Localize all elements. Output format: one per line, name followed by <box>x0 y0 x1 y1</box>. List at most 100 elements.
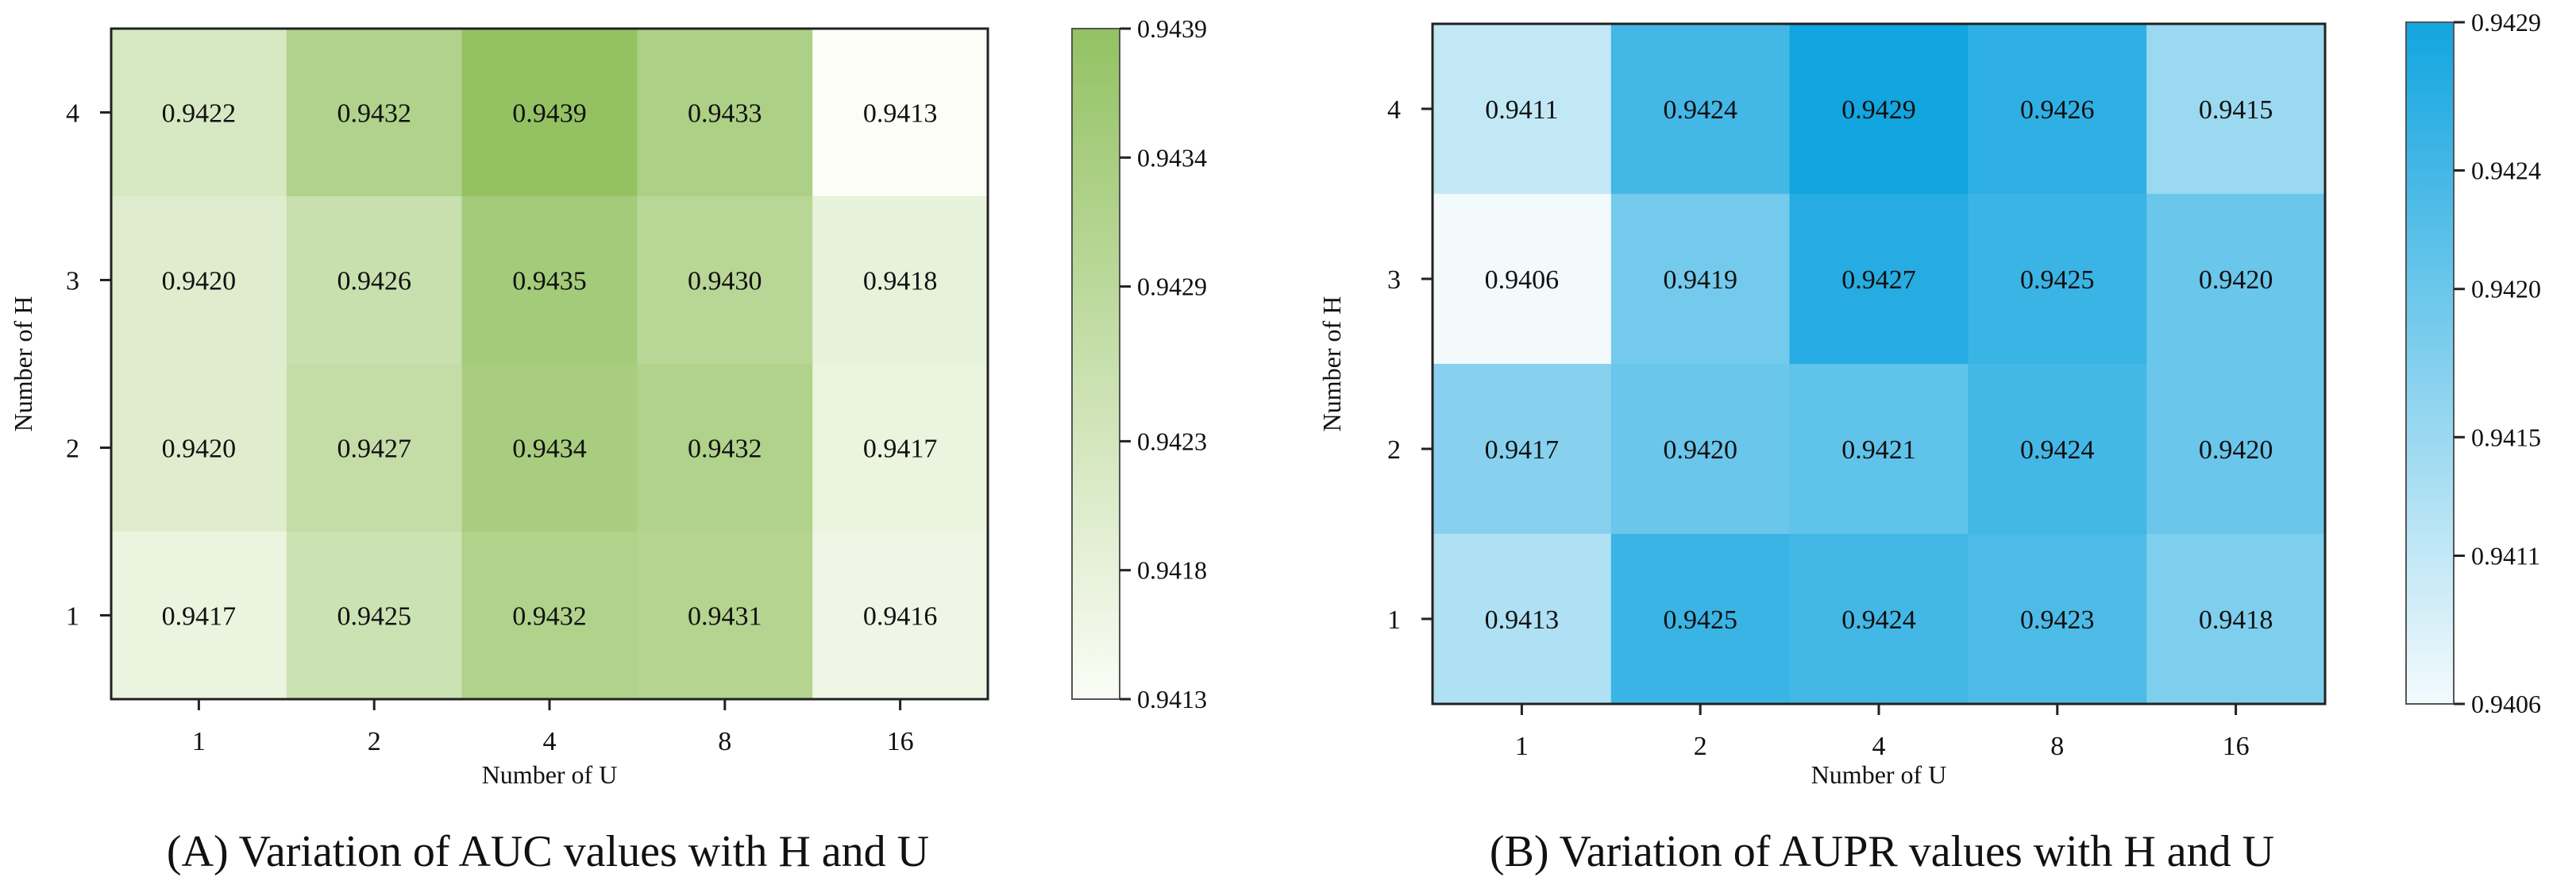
cell-value-label: 0.9435 <box>512 267 587 296</box>
panel-caption: (A) Variation of AUC values with H and U <box>167 827 929 876</box>
y-axis-title: Number of H <box>1317 296 1346 432</box>
cell-value-label: 0.9416 <box>863 602 938 632</box>
heatmap-cell <box>637 532 813 700</box>
heatmap-cell <box>461 196 638 365</box>
colorbar: 0.9429 0.9424 0.9420 0.9415 0.9411 0.9406 <box>2405 8 2541 718</box>
heatmap-cell <box>286 532 463 700</box>
heatmap-cell <box>1610 364 1791 535</box>
heatmap-cell <box>1968 534 2147 705</box>
x-tick-label: 1 <box>1515 732 1529 761</box>
cell-value-label: 0.9423 <box>2020 605 2095 635</box>
cell-value-label: 0.9425 <box>2020 265 2095 295</box>
y-tick-label: 2 <box>1387 435 1401 465</box>
heatmap-cell <box>637 196 813 365</box>
colorbar-tick-label: 0.9411 <box>2471 541 2540 570</box>
colorbar-gradient <box>1071 28 1120 700</box>
cell-value-label: 0.9427 <box>337 435 411 464</box>
colorbar-gradient <box>2405 21 2455 705</box>
x-tick-label: 8 <box>2050 732 2064 761</box>
heatmap-cell <box>1968 24 2147 195</box>
cell-value-label: 0.9411 <box>1485 95 1558 125</box>
auc-heatmap-panel: 0.9422 0.9432 0.9439 0.9433 0.9413 0.9420 0.94… <box>9 14 1207 876</box>
cell-value-label: 0.9433 <box>688 99 762 129</box>
heatmap-cell <box>2146 194 2326 365</box>
x-tick-label: 4 <box>1872 732 1886 761</box>
heatmap-cell <box>1610 194 1791 365</box>
heatmap-cell <box>286 364 463 532</box>
cell-value-label: 0.9418 <box>863 267 938 296</box>
y-tick-label: 1 <box>1387 605 1401 635</box>
heatmap-cell <box>812 196 989 365</box>
heatmap-cell <box>2146 24 2326 195</box>
heatmap-cell <box>1433 194 1612 365</box>
cell-value-label: 0.9417 <box>162 602 237 632</box>
cell-value-label: 0.9422 <box>162 99 237 129</box>
y-tick-label: 4 <box>66 99 79 129</box>
cell-value-label: 0.9420 <box>1663 435 1737 465</box>
x-tick-label: 2 <box>368 727 381 756</box>
heatmap-cell <box>111 364 287 532</box>
heatmap-cell <box>1433 364 1612 535</box>
heatmap-cell <box>812 532 989 700</box>
colorbar-tick-label: 0.9429 <box>1137 273 1207 301</box>
cell-value-label: 0.9418 <box>2199 605 2273 635</box>
cell-value-label: 0.9431 <box>688 602 762 632</box>
heatmap-cell <box>812 29 989 197</box>
cell-value-label: 0.9424 <box>2020 435 2095 465</box>
heatmap-cell <box>461 364 638 532</box>
cell-value-label: 0.9415 <box>2199 95 2273 125</box>
x-tick-label: 16 <box>887 727 914 756</box>
heatmap-cell <box>2146 534 2326 705</box>
heatmap-cell <box>1433 534 1612 705</box>
heatmap-cell <box>461 532 638 700</box>
x-tick-label: 2 <box>1694 732 1707 761</box>
heatmap-cell <box>111 532 287 700</box>
y-tick-label: 3 <box>66 267 79 296</box>
heatmap-cell <box>286 29 463 197</box>
cell-value-label: 0.9424 <box>1663 95 1737 125</box>
x-tick-label: 8 <box>718 727 731 756</box>
heatmap-cell <box>1968 194 2147 365</box>
cell-value-label: 0.9425 <box>1663 605 1737 635</box>
cell-value-label: 0.9430 <box>688 267 762 296</box>
cell-value-label: 0.9420 <box>2199 435 2273 465</box>
y-axis-title: Number of H <box>9 296 37 432</box>
heatmap-cell <box>637 29 813 197</box>
colorbar-tick-label: 0.9429 <box>2471 8 2541 37</box>
colorbar-tick-label: 0.9439 <box>1137 14 1207 43</box>
x-axis-title: Number of U <box>1811 760 1947 789</box>
cell-value-label: 0.9420 <box>162 267 237 296</box>
cell-value-label: 0.9432 <box>512 602 587 632</box>
colorbar-tick-label: 0.9434 <box>1137 143 1207 172</box>
cell-value-label: 0.9427 <box>1841 265 1916 295</box>
heatmap-cell <box>286 196 463 365</box>
cell-value-label: 0.9420 <box>2199 265 2273 295</box>
panel-caption: (B) Variation of AUPR values with H and … <box>1490 827 2274 876</box>
y-tick-label: 1 <box>66 602 79 632</box>
heatmap-cell <box>1610 534 1791 705</box>
cell-value-label: 0.9419 <box>1663 265 1737 295</box>
aupr-heatmap-panel: 0.9411 0.9424 0.9429 0.9426 0.9415 0.9406 0.94… <box>1317 8 2541 876</box>
colorbar-tick-label: 0.9406 <box>2471 690 2541 718</box>
heatmap-cell <box>1789 194 1969 365</box>
heatmap-cell <box>1789 24 1969 195</box>
cell-value-label: 0.9406 <box>1485 265 1560 295</box>
heatmap-cell <box>637 364 813 532</box>
cell-value-label: 0.9424 <box>1841 605 1916 635</box>
cell-value-label: 0.9421 <box>1841 435 1916 465</box>
cell-value-label: 0.9432 <box>688 435 762 464</box>
cell-value-label: 0.9426 <box>2020 95 2095 125</box>
heatmap-cell <box>111 29 287 197</box>
colorbar-tick-label: 0.9413 <box>1137 685 1207 713</box>
x-tick-label: 1 <box>192 727 206 756</box>
cell-value-label: 0.9417 <box>1485 435 1560 465</box>
heatmap-cell <box>1433 24 1612 195</box>
cell-value-label: 0.9425 <box>337 602 411 632</box>
y-tick-label: 2 <box>66 435 79 464</box>
colorbar-tick-label: 0.9415 <box>2471 423 2541 451</box>
colorbar-tick-label: 0.9423 <box>1137 427 1207 455</box>
colorbar-tick-label: 0.9420 <box>2471 275 2541 303</box>
cell-value-label: 0.9434 <box>512 435 587 464</box>
cell-value-label: 0.9413 <box>1485 605 1560 635</box>
heatmap-cell <box>1610 24 1791 195</box>
